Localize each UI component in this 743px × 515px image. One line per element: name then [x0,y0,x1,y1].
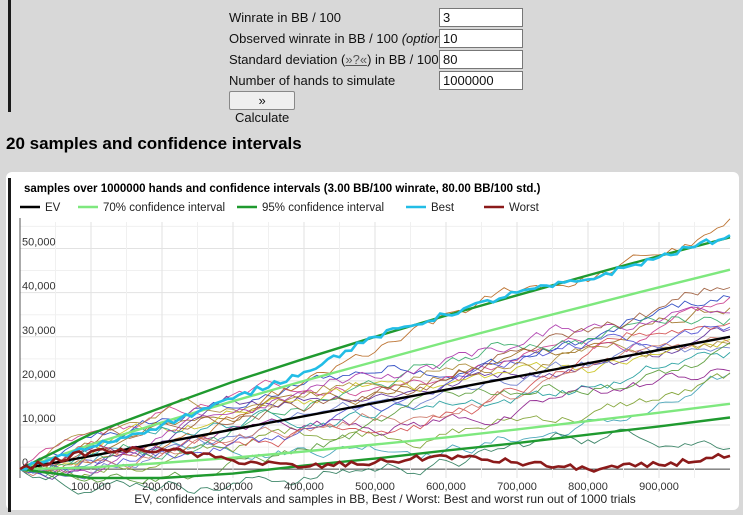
x-tick-label: 100,000 [71,481,111,493]
series-lines [19,234,731,480]
best-line [19,234,731,471]
x-tick-label: 800,000 [568,481,608,493]
x-tick-label: 200,000 [142,481,182,493]
chart-left-bar [8,178,11,512]
observed-winrate-input[interactable] [439,29,523,48]
legend-item: 70% confidence interval [78,202,225,214]
legend-label: 95% confidence interval [262,202,384,214]
hands-input[interactable] [439,71,523,90]
x-tick-label: 300,000 [213,481,253,493]
sample-line [19,372,731,479]
sample-line [19,218,731,472]
y-axis-ticks: 0 10,000 20,000 30,000 40,000 50,000 [22,236,56,469]
winrate-input[interactable] [439,8,523,27]
x-axis-label: EV, confidence intervals and samples in … [134,492,636,506]
left-accent-bar [8,0,11,112]
x-tick-label: 900,000 [639,481,679,493]
sample-line [19,327,731,480]
y-tick-label: 30,000 [22,325,56,337]
legend-label: Best [431,202,455,214]
legend-item: Worst [484,202,540,214]
sample-line [19,306,731,476]
sample-line [19,341,731,470]
legend-label: Worst [509,202,540,214]
chart-title: samples over 1000000 hands and confidenc… [24,183,541,195]
y-tick-label: 10,000 [22,413,56,425]
section-title: 20 samples and confidence intervals [6,134,302,153]
winrate-label: Winrate in BB / 100 [229,10,341,25]
legend-label: 70% confidence interval [103,202,225,214]
legend-item: Best [406,202,455,214]
legend-label: EV [45,202,61,214]
stddev-input[interactable] [439,50,523,69]
y-tick-label: 20,000 [22,369,56,381]
x-axis-ticks: 100,000 200,000 300,000 400,000 500,000 600,0… [71,481,679,493]
chart-legend: EV 70% confidence interval 95% confidence … [20,202,540,214]
x-tick-label: 700,000 [497,481,537,493]
stddev-help-link[interactable]: »?« [345,52,368,67]
legend-item: EV [20,202,61,214]
ci-lower-line [19,402,731,471]
sample-line [19,373,731,477]
sample-line [19,339,731,472]
ci-lower-line [19,416,731,480]
legend-item: 95% confidence interval [237,202,384,214]
worst-line [19,445,731,473]
y-tick-label: 50,000 [22,236,56,248]
sample-line [19,325,731,475]
sample-line [19,295,731,471]
ev-line [19,335,731,471]
sample-line [19,297,731,470]
y-tick-label: 40,000 [22,281,56,293]
y-tick-label: 0 [22,457,28,469]
ci-upper-line [19,268,731,471]
x-tick-label: 600,000 [426,481,466,493]
x-tick-label: 400,000 [284,481,324,493]
sample-line [19,342,731,485]
stddev-label: Standard deviation (»?«) in BB / 100 [229,52,439,67]
sample-line [19,428,731,495]
hands-label: Number of hands to simulate [229,73,396,88]
x-tick-label: 500,000 [355,481,395,493]
calculate-button[interactable]: » Calculate [229,91,296,125]
sample-line [19,287,731,471]
